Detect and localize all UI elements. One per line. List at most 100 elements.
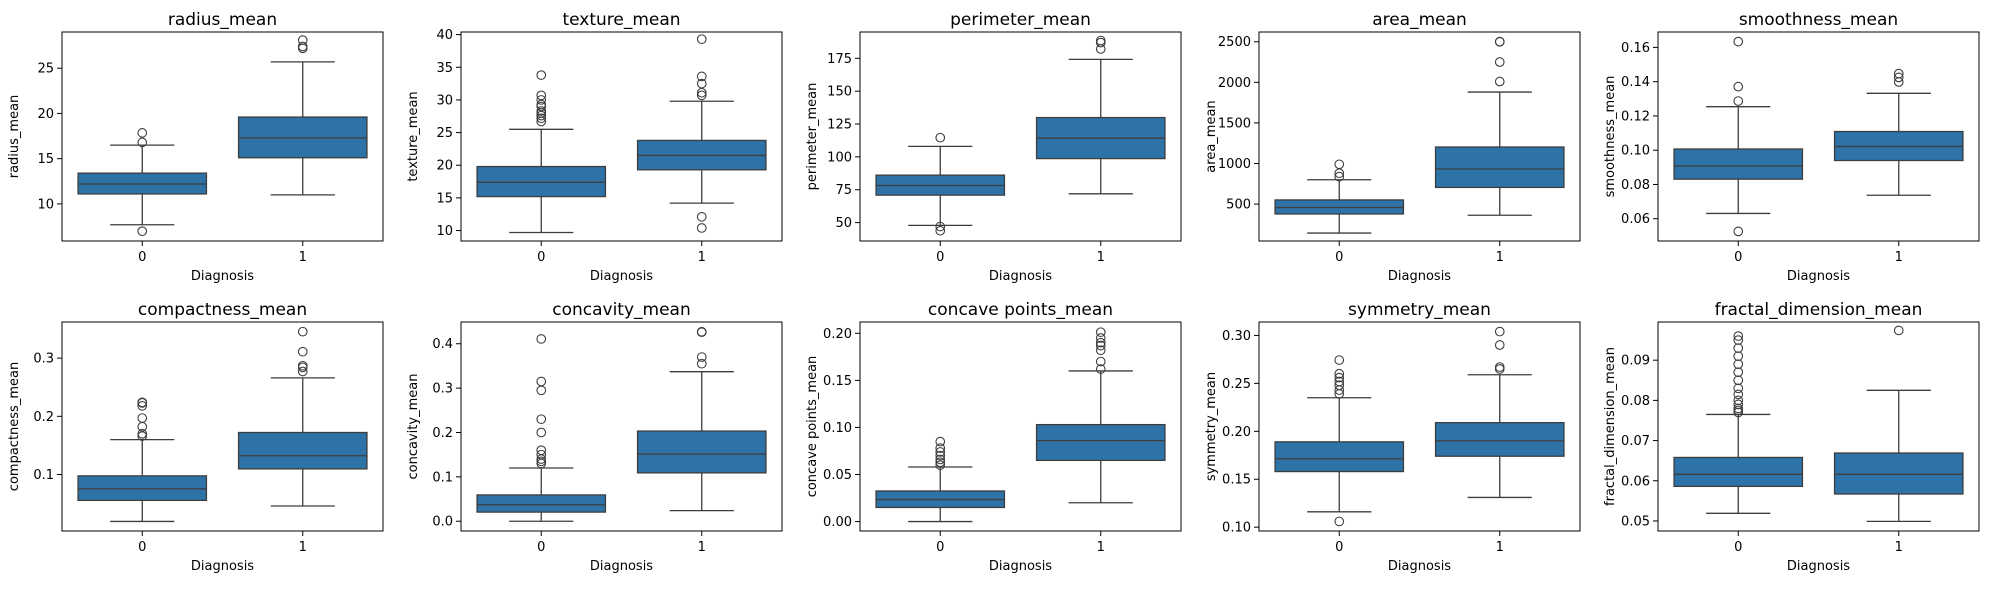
plot-frame — [460, 321, 783, 532]
y-tick-label: 0.12 — [1621, 109, 1650, 124]
outlier-point — [696, 326, 707, 337]
y-tick-label: 0.0 — [432, 515, 453, 530]
outlier-point — [137, 137, 148, 148]
outlier-point — [1494, 57, 1505, 67]
outlier-point — [1334, 372, 1345, 383]
outlier-point — [1095, 364, 1106, 374]
x-axis-label: Diagnosis — [590, 269, 653, 284]
y-axis-label: area_mean — [1204, 100, 1219, 172]
outlier-point — [536, 376, 547, 387]
outlier-point — [1494, 76, 1505, 87]
outlier-point — [1893, 68, 1904, 79]
x-tick-label: 1 — [1097, 540, 1105, 555]
y-tick-label: 0.16 — [1621, 41, 1650, 56]
outlier-point — [696, 34, 707, 45]
y-tick-label: 0.2 — [432, 426, 453, 441]
outlier-point — [696, 211, 707, 222]
box-category-1 — [237, 35, 368, 196]
box-category-0 — [476, 334, 607, 522]
outlier-point — [137, 397, 148, 408]
outlier-point — [536, 445, 547, 456]
y-tick-label: 1000 — [1218, 157, 1251, 172]
outlier-point — [1733, 226, 1744, 237]
plot-frame — [61, 31, 384, 242]
y-tick-label: 0.4 — [432, 337, 453, 352]
y-tick-label: 0.20 — [823, 327, 852, 342]
y-tick-label: 0.25 — [1222, 377, 1251, 392]
iqr-box — [1673, 148, 1804, 180]
outlier-point — [1733, 383, 1744, 394]
y-tick-label: 0.1 — [33, 468, 54, 483]
y-tick-label: 0.00 — [823, 515, 852, 530]
outlier-point — [1733, 399, 1744, 410]
box-category-1 — [1833, 325, 1964, 523]
outlier-point — [1494, 362, 1505, 372]
subplot-compactness_mean: compactness_mean 0.1 0.2 0.3 0 1 Diagnosis comp… — [7, 300, 384, 574]
y-axis-label: perimeter_mean — [805, 83, 820, 191]
y-tick-label: 125 — [827, 118, 852, 133]
subplot-texture_mean: texture_mean 10 15 20 25 30 35 40 0 1 Diagnosis tex… — [406, 10, 783, 284]
outlier-point — [1733, 367, 1744, 378]
y-tick-label: 0.08 — [1621, 178, 1650, 193]
subplot-area_mean: area_mean 500 1000 1500 2000 2500 0 1 Diagnosis a… — [1204, 10, 1581, 284]
outlier-point — [935, 460, 946, 470]
iqr-box — [1833, 452, 1964, 495]
y-tick-label: 1500 — [1218, 116, 1251, 131]
subplot-title: texture_mean — [562, 10, 680, 30]
outlier-point — [1494, 340, 1505, 350]
x-tick-label: 1 — [698, 540, 706, 555]
outlier-point — [1494, 364, 1505, 374]
outlier-point — [935, 450, 946, 461]
outlier-point — [696, 223, 707, 233]
x-axis-label: Diagnosis — [191, 559, 254, 574]
outlier-point — [1733, 335, 1744, 345]
outlier-point — [137, 226, 148, 237]
outlier-point — [935, 457, 946, 468]
y-axis-label: concavity_mean — [406, 374, 421, 480]
subplot-title: symmetry_mean — [1348, 300, 1491, 320]
box-category-0 — [875, 436, 1006, 523]
x-tick-label: 0 — [1734, 250, 1742, 265]
y-tick-label: 15 — [436, 191, 453, 206]
outlier-point — [1095, 356, 1106, 367]
outlier-point — [536, 449, 547, 460]
x-tick-label: 1 — [299, 250, 307, 265]
y-tick-label: 150 — [827, 85, 852, 100]
x-tick-label: 0 — [1335, 540, 1343, 555]
y-tick-label: 0.15 — [823, 374, 852, 389]
outlier-point — [935, 225, 946, 236]
y-tick-label: 175 — [827, 52, 852, 67]
outlier-point — [1733, 375, 1744, 386]
box-category-0 — [1274, 355, 1405, 527]
plot-frame — [859, 31, 1182, 242]
iqr-box — [476, 494, 607, 513]
y-tick-label: 2500 — [1218, 35, 1251, 50]
y-axis-label: concave points_mean — [805, 356, 820, 498]
outlier-point — [1733, 389, 1744, 400]
outlier-point — [1095, 333, 1106, 343]
outlier-point — [1334, 159, 1345, 170]
outlier-point — [935, 443, 946, 454]
iqr-box — [77, 475, 208, 502]
subplot-concave-points_mean: concave points_mean 0.00 0.05 0.10 0.15 0.20 0… — [805, 300, 1182, 574]
y-axis-label: smoothness_mean — [1603, 76, 1618, 198]
x-axis-label: Diagnosis — [989, 269, 1052, 284]
y-tick-label: 0.15 — [1222, 473, 1251, 488]
outlier-point — [1733, 96, 1744, 106]
y-tick-label: 10 — [436, 224, 453, 239]
subplot-concavity_mean: concavity_mean 0.0 0.1 0.2 0.3 0.4 0 1 Diagnosis… — [406, 300, 783, 574]
box-category-0 — [1673, 331, 1804, 514]
outlier-point — [536, 70, 547, 80]
y-tick-label: 25 — [436, 126, 453, 141]
outlier-point — [935, 436, 946, 447]
box-category-0 — [476, 70, 607, 234]
outlier-point — [696, 90, 707, 101]
subplot-title: concavity_mean — [552, 300, 691, 320]
x-axis-label: Diagnosis — [191, 269, 254, 284]
outlier-point — [935, 132, 946, 143]
plot-frame — [1258, 321, 1581, 532]
x-axis-label: Diagnosis — [1787, 559, 1850, 574]
outlier-point — [1095, 340, 1106, 351]
outlier-point — [297, 326, 308, 337]
x-tick-label: 0 — [1734, 540, 1742, 555]
